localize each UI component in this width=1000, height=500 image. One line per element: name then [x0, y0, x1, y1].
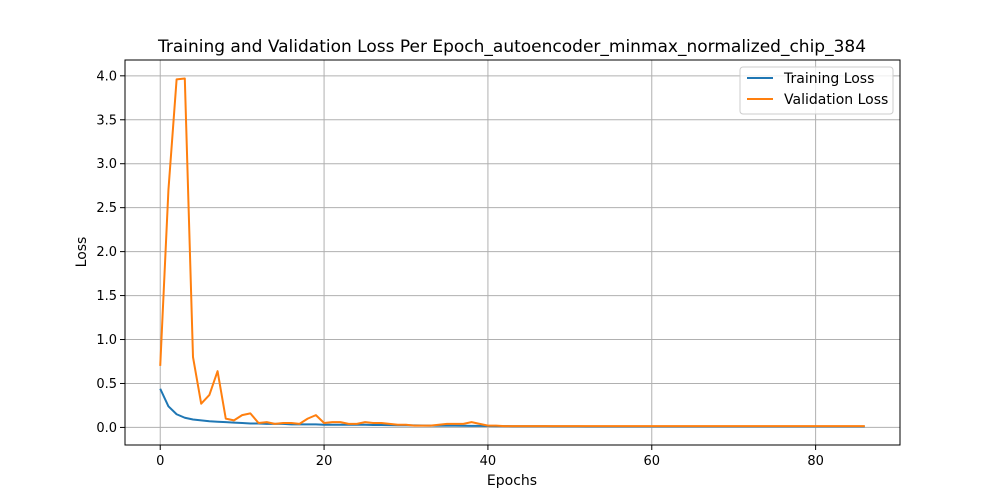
x-tick-label: 80 [807, 454, 824, 469]
y-tick-label: 0.0 [96, 421, 117, 436]
x-tick-label: 60 [643, 454, 660, 469]
y-tick-label: 0.5 [96, 377, 117, 392]
x-axis-title: Epochs [487, 473, 537, 489]
y-axis-title: Loss [74, 237, 90, 268]
legend: Training Loss Validation Loss [739, 66, 894, 115]
validation-loss-line [159, 77, 865, 428]
series-lines [159, 77, 865, 428]
y-tick-label: 1.0 [96, 333, 117, 348]
x-tick-label: 0 [156, 454, 164, 469]
y-tick-label: 4.0 [96, 69, 117, 84]
y-tick-label: 2.0 [96, 245, 117, 260]
y-tick-label: 3.0 [96, 157, 117, 172]
grid [125, 60, 900, 445]
chart-title: Training and Validation Loss Per Epoch_a… [157, 37, 866, 57]
x-tick-label: 40 [480, 454, 497, 469]
plot-frame [124, 59, 901, 446]
legend-label-training: Training Loss [783, 71, 874, 87]
y-tick-label: 1.5 [96, 289, 117, 304]
y-tick-label: 3.5 [96, 113, 117, 128]
y-tick-label: 2.5 [96, 201, 117, 216]
legend-label-validation: Validation Loss [784, 92, 888, 108]
x-tick-label: 20 [316, 454, 333, 469]
legend-box [739, 66, 894, 115]
axis-ticks: 0 20 40 60 80 0.0 0.5 1.0 1.5 2.0 2.5 3.0 3.5 4.0 [96, 69, 824, 469]
